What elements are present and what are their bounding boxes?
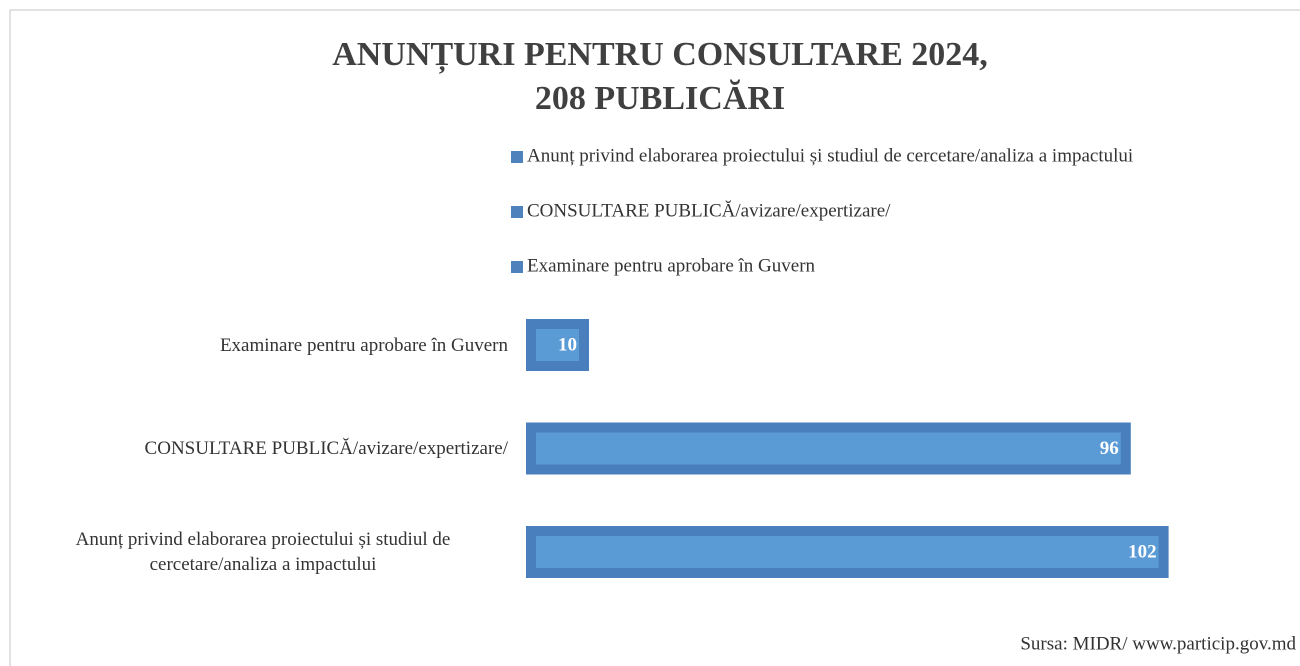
bar-inner bbox=[536, 329, 579, 361]
y-tick-label: Examinare pentru aprobare în Guvern bbox=[219, 334, 508, 356]
value-label: 96 bbox=[1100, 438, 1119, 459]
y-tick-label: CONSULTARE PUBLICĂ/avizare/expertizare/ bbox=[144, 438, 508, 459]
legend-label: Examinare pentru aprobare în Guvern bbox=[527, 255, 816, 276]
value-label: 102 bbox=[1128, 541, 1157, 562]
y-tick-label: Anunț privind elaborarea proiectului și … bbox=[75, 529, 451, 575]
legend-swatch bbox=[511, 206, 523, 218]
legend-label: CONSULTARE PUBLICĂ/avizare/expertizare/ bbox=[527, 200, 891, 221]
source: Sursa: MIDR/ www.particip.gov.md bbox=[1020, 633, 1296, 654]
legend-swatch bbox=[511, 151, 523, 163]
legend-swatch bbox=[511, 261, 523, 273]
bar-inner bbox=[536, 432, 1121, 465]
bar-inner bbox=[536, 536, 1159, 568]
chart-title: 208 PUBLICĂRI bbox=[535, 79, 785, 117]
legend-label: Anunț privind elaborarea proiectului și … bbox=[527, 145, 1133, 166]
frame bbox=[9, 9, 1300, 666]
chart-title: ANUNȚURI PENTRU CONSULTARE 2024, bbox=[332, 36, 988, 74]
value-label: 10 bbox=[558, 334, 577, 355]
